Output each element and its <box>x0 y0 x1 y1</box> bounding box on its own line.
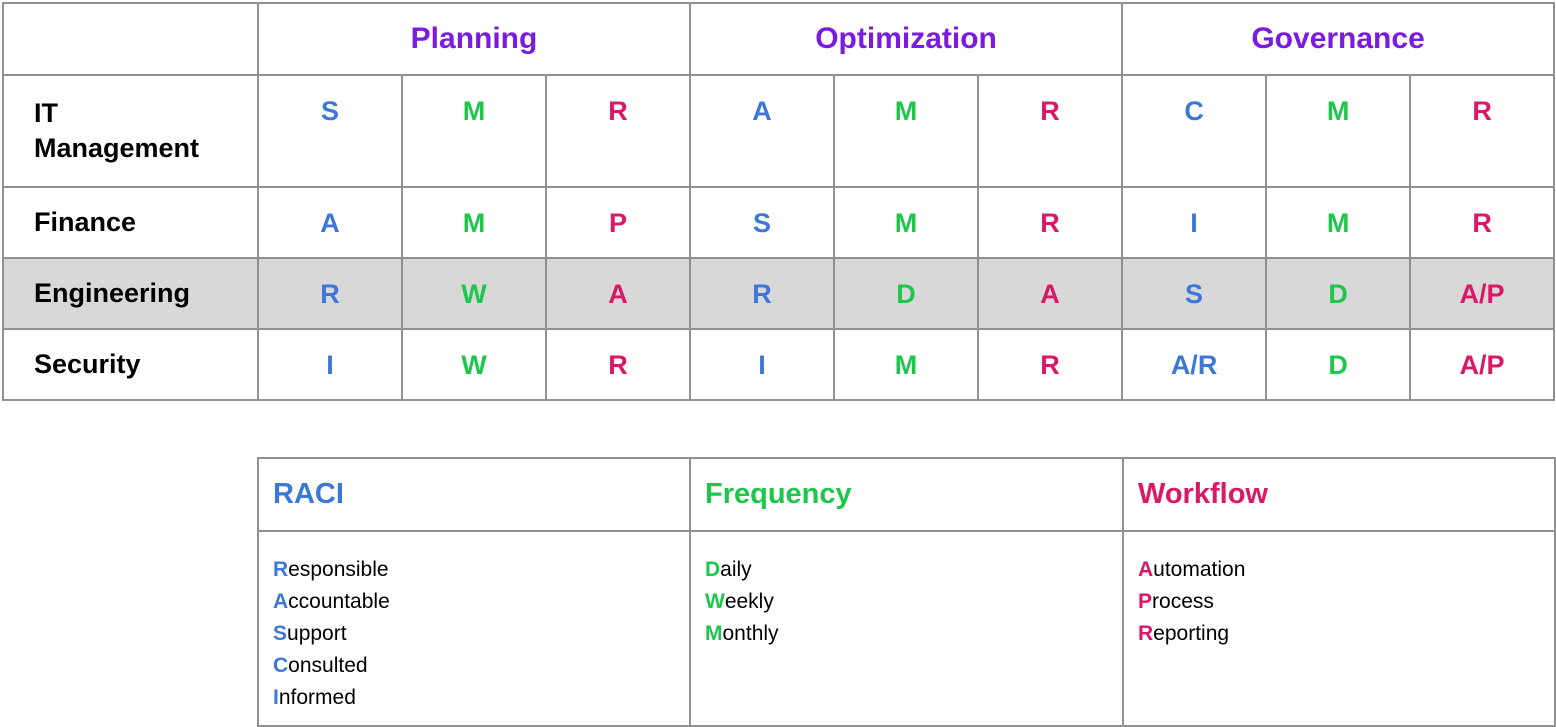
row-label: Security <box>2 328 259 401</box>
matrix-cell: D <box>1265 328 1412 401</box>
matrix-cell: R <box>1409 74 1556 188</box>
matrix-cell: A <box>689 74 836 188</box>
matrix-row: Security I W R I M R A/R D A/P <box>2 328 1556 401</box>
legend-item: Informed <box>273 686 356 709</box>
matrix-row: Finance A M P S M R I M R <box>2 186 1556 259</box>
matrix-body: Planning Optimization Governance IT Mana… <box>2 2 1556 401</box>
legend-title-frequency: Frequency <box>689 457 1124 532</box>
matrix-cell: I <box>689 328 836 401</box>
matrix-cell: M <box>401 186 547 259</box>
matrix-cell: A/P <box>1409 328 1556 401</box>
matrix-cell: S <box>257 74 403 188</box>
legend-body-row: Responsible Accountable Support Consulted In… <box>257 530 1556 727</box>
matrix-cell: S <box>689 186 836 259</box>
matrix-cell: I <box>257 328 403 401</box>
group-header-optimization: Optimization <box>689 2 1124 76</box>
legend-item: Support <box>273 622 347 645</box>
matrix-cell: R <box>977 186 1124 259</box>
matrix-cell: A/R <box>1121 328 1268 401</box>
matrix-cell: A <box>544 257 692 330</box>
matrix-cell: M <box>1265 186 1412 259</box>
legend-item: Reporting <box>1138 622 1230 645</box>
matrix-cell: D <box>1265 257 1412 330</box>
matrix-cell: R <box>977 328 1124 401</box>
matrix-cell: I <box>1121 186 1268 259</box>
matrix-cell: R <box>544 74 692 188</box>
matrix-cell: R <box>977 74 1124 188</box>
legend-item: Process <box>1138 590 1214 613</box>
matrix-cell: R <box>544 328 692 401</box>
legend-items-workflow: Automation Process Reporting <box>1122 530 1556 727</box>
matrix-cell: C <box>1121 74 1268 188</box>
matrix-cell: M <box>833 186 980 259</box>
legend-items-raci: Responsible Accountable Support Consulted In… <box>257 530 691 727</box>
matrix-row: IT Management S M R A M R C M R <box>2 74 1556 188</box>
matrix-cell: A/P <box>1409 257 1556 330</box>
matrix-cell: R <box>1409 186 1556 259</box>
legend-items-frequency: Daily Weekly Monthly <box>689 530 1124 727</box>
legend-title-workflow: Workflow <box>1122 457 1556 532</box>
group-header-governance: Governance <box>1121 2 1556 76</box>
group-header-planning: Planning <box>256 2 692 76</box>
raci-matrix-table: Planning Optimization Governance IT Mana… <box>2 2 1556 401</box>
matrix-cell: M <box>833 328 980 401</box>
matrix-cell: R <box>257 257 403 330</box>
matrix-cell: M <box>833 74 980 188</box>
matrix-row: Engineering R W A R D A S D A/P <box>2 257 1556 330</box>
matrix-cell: W <box>401 257 547 330</box>
matrix-cell: M <box>401 74 547 188</box>
row-label: Engineering <box>2 257 259 330</box>
matrix-cell: A <box>257 186 403 259</box>
legend-item: Monthly <box>705 622 779 645</box>
legend-item: Responsible <box>273 558 389 581</box>
legend-item: Weekly <box>705 590 774 613</box>
matrix-cell: S <box>1121 257 1268 330</box>
matrix-cell: P <box>544 186 692 259</box>
row-label: IT Management <box>2 74 259 188</box>
legend-item: Automation <box>1138 558 1246 581</box>
matrix-cell: M <box>1265 74 1412 188</box>
matrix-cell: A <box>977 257 1124 330</box>
matrix-corner-cell <box>2 2 259 76</box>
legend-table: RACI Frequency Workflow Responsible Accou… <box>257 457 1556 727</box>
row-label: Finance <box>2 186 259 259</box>
legend-item: Daily <box>705 558 752 581</box>
matrix-header-row: Planning Optimization Governance <box>2 2 1556 76</box>
legend-item: Accountable <box>273 590 390 613</box>
legend-header-row: RACI Frequency Workflow <box>257 457 1556 532</box>
legend-item: Consulted <box>273 654 368 677</box>
matrix-cell: R <box>689 257 836 330</box>
matrix-cell: W <box>401 328 547 401</box>
matrix-cell: D <box>833 257 980 330</box>
legend-title-raci: RACI <box>257 457 691 532</box>
